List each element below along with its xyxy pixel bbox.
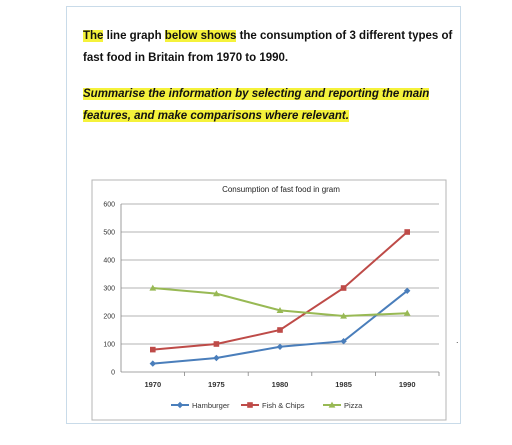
data-point-fish-chips (404, 229, 410, 235)
data-point-pizza (403, 309, 411, 316)
highlight-instruction: Summarise the information by selecting a… (83, 88, 430, 122)
data-point-pizza (340, 312, 347, 319)
task-text-a: line graph (103, 30, 165, 42)
data-point-hamburger (276, 343, 284, 350)
y-tick-label: 200 (103, 314, 115, 321)
highlight-the: The (83, 30, 104, 42)
data-point-hamburger (404, 287, 411, 294)
x-tick-label: 1980 (272, 380, 289, 389)
task-card: The line graph below shows the consumpti… (66, 6, 461, 424)
y-tick-label: 500 (103, 230, 115, 237)
x-tick-label: 1990 (399, 380, 416, 389)
chart-frame (91, 179, 447, 421)
data-point-fish-chips (150, 346, 156, 353)
data-point-pizza (149, 284, 157, 291)
highlight-below-shows: below shows (164, 30, 237, 42)
data-point-fish-chips (213, 341, 220, 347)
line-chart: Consumption of fast food in gram 0 100 200… (91, 179, 447, 421)
data-point-pizza (276, 307, 284, 313)
y-tick-label: 400 (103, 258, 115, 265)
x-tick-label: 1970 (144, 380, 161, 389)
x-tick-label: 1985 (335, 380, 352, 389)
data-point-pizza (213, 290, 220, 297)
legend-marker-hamburger (176, 401, 184, 409)
task-text-b: the consumption of 3 different types of … (83, 30, 453, 64)
data-point-hamburger (340, 338, 347, 345)
legend-marker-fish-chips (247, 402, 253, 408)
x-tick-label: 1975 (208, 380, 225, 389)
y-tick-label: 300 (103, 286, 115, 293)
data-point-fish-chips (340, 285, 347, 291)
y-tick-label: 600 (103, 202, 115, 209)
y-tick-label: 0 (111, 370, 115, 377)
legend-marker-pizza (328, 401, 336, 408)
legend-label-pizza: Pizza (344, 401, 363, 410)
stray-dot: . (456, 335, 459, 345)
data-point-fish-chips (277, 327, 283, 333)
y-tick-label: 100 (103, 342, 115, 349)
chart-container: Consumption of fast food in gram 0 100 200… (91, 179, 447, 421)
data-point-hamburger (213, 354, 220, 362)
chart-title: Consumption of fast food in gram (222, 185, 340, 194)
task-instruction: Summarise the information by selecting a… (83, 83, 455, 127)
legend-label-fish-chips: Fish & Chips (262, 401, 305, 410)
data-point-hamburger (149, 360, 156, 367)
legend-label-hamburger: Hamburger (192, 401, 230, 410)
task-description: The line graph below shows the consumpti… (83, 25, 455, 69)
